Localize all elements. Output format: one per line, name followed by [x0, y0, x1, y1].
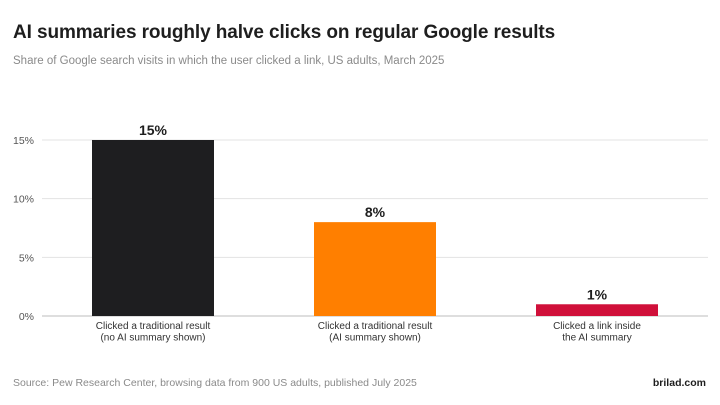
x-category-label: Clicked a traditional result	[318, 321, 433, 332]
chart-title: AI summaries roughly halve clicks on reg…	[13, 22, 556, 43]
bar-value-label: 15%	[139, 122, 168, 138]
bar	[314, 222, 436, 316]
bar-value-label: 1%	[587, 286, 608, 302]
brand-logo-text[interactable]: brilad.com	[652, 377, 706, 389]
y-tick-label: 0%	[19, 311, 34, 323]
bar-value-label: 8%	[365, 204, 386, 220]
x-category-label: (AI summary shown)	[329, 333, 421, 344]
chart-subtitle: Share of Google search visits in which t…	[13, 55, 445, 67]
source-note: Source: Pew Research Center, browsing da…	[13, 377, 417, 389]
x-category-label: (no AI summary shown)	[100, 333, 205, 344]
y-tick-label: 10%	[13, 194, 34, 206]
y-tick-label: 15%	[13, 135, 34, 147]
x-category-label: the AI summary	[562, 333, 631, 344]
x-category-label: Clicked a link inside	[553, 321, 641, 332]
bar	[536, 304, 658, 316]
y-tick-label: 5%	[19, 252, 34, 264]
x-category-label: Clicked a traditional result	[96, 321, 211, 332]
bar-chart: 0% 5% 10% 15% 15% Clicked a traditional resul…	[13, 122, 708, 344]
bar	[92, 140, 214, 316]
